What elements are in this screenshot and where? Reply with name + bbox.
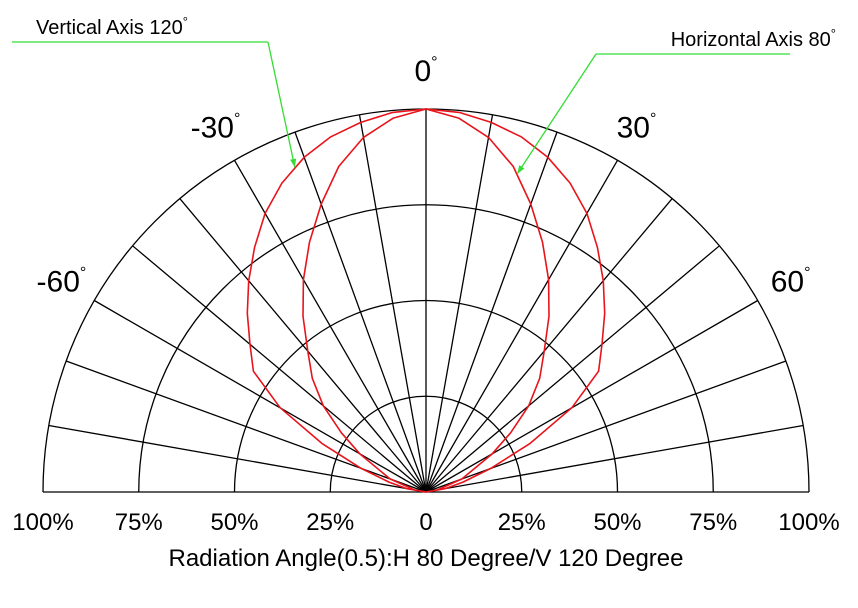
radial-tick-label: 50% bbox=[210, 509, 258, 536]
angle-label: -60° bbox=[37, 265, 87, 299]
polar-grid bbox=[43, 109, 809, 492]
spoke-line bbox=[426, 361, 786, 492]
radial-tick-label: 0 bbox=[419, 509, 432, 536]
spoke-line bbox=[426, 246, 719, 492]
spoke-line bbox=[426, 199, 672, 492]
radial-tick-label: 50% bbox=[593, 509, 641, 536]
spoke-line bbox=[133, 246, 426, 492]
annotation-leader bbox=[268, 42, 295, 167]
angle-label: 30° bbox=[617, 110, 657, 144]
degree-sign: ° bbox=[80, 265, 86, 282]
spoke-line bbox=[66, 361, 426, 492]
axis-annotations: Vertical Axis 120°Horizontal Axis 80° bbox=[12, 14, 836, 174]
angle-label: 0° bbox=[414, 54, 437, 88]
degree-sign: ° bbox=[650, 110, 656, 127]
annotation-horizontal: Horizontal Axis 80° bbox=[671, 26, 836, 51]
angle-label: -30° bbox=[191, 110, 241, 144]
annotation-text: Vertical Axis 120 bbox=[36, 17, 183, 39]
annotation-text: Horizontal Axis 80 bbox=[671, 29, 831, 51]
angle-label: 60° bbox=[771, 265, 811, 299]
degree-sign: ° bbox=[804, 265, 810, 282]
radial-tick-label: 75% bbox=[115, 509, 163, 536]
degree-sign: ° bbox=[431, 54, 437, 71]
angle-label-text: -60 bbox=[37, 266, 80, 299]
annotation-vertical: Vertical Axis 120° bbox=[36, 14, 188, 39]
angle-label-text: 0 bbox=[414, 55, 431, 88]
angle-label-text: 30 bbox=[617, 111, 650, 144]
radial-tick-label: 75% bbox=[689, 509, 737, 536]
annotation-arrowhead bbox=[517, 165, 524, 174]
annotation-leader bbox=[517, 54, 596, 174]
degree-sign: ° bbox=[183, 14, 188, 29]
chart-caption: Radiation Angle(0.5):H 80 Degree/V 120 D… bbox=[169, 545, 684, 572]
angle-label-text: -30 bbox=[191, 111, 234, 144]
radial-tick-label: 25% bbox=[306, 509, 354, 536]
spoke-line bbox=[180, 199, 426, 492]
radial-tick-label: 25% bbox=[498, 509, 546, 536]
radial-tick-label: 100% bbox=[12, 509, 73, 536]
radial-tick-label: 100% bbox=[778, 509, 839, 536]
degree-sign: ° bbox=[234, 110, 240, 127]
angle-label-text: 60 bbox=[771, 266, 804, 299]
degree-sign: ° bbox=[831, 26, 836, 41]
